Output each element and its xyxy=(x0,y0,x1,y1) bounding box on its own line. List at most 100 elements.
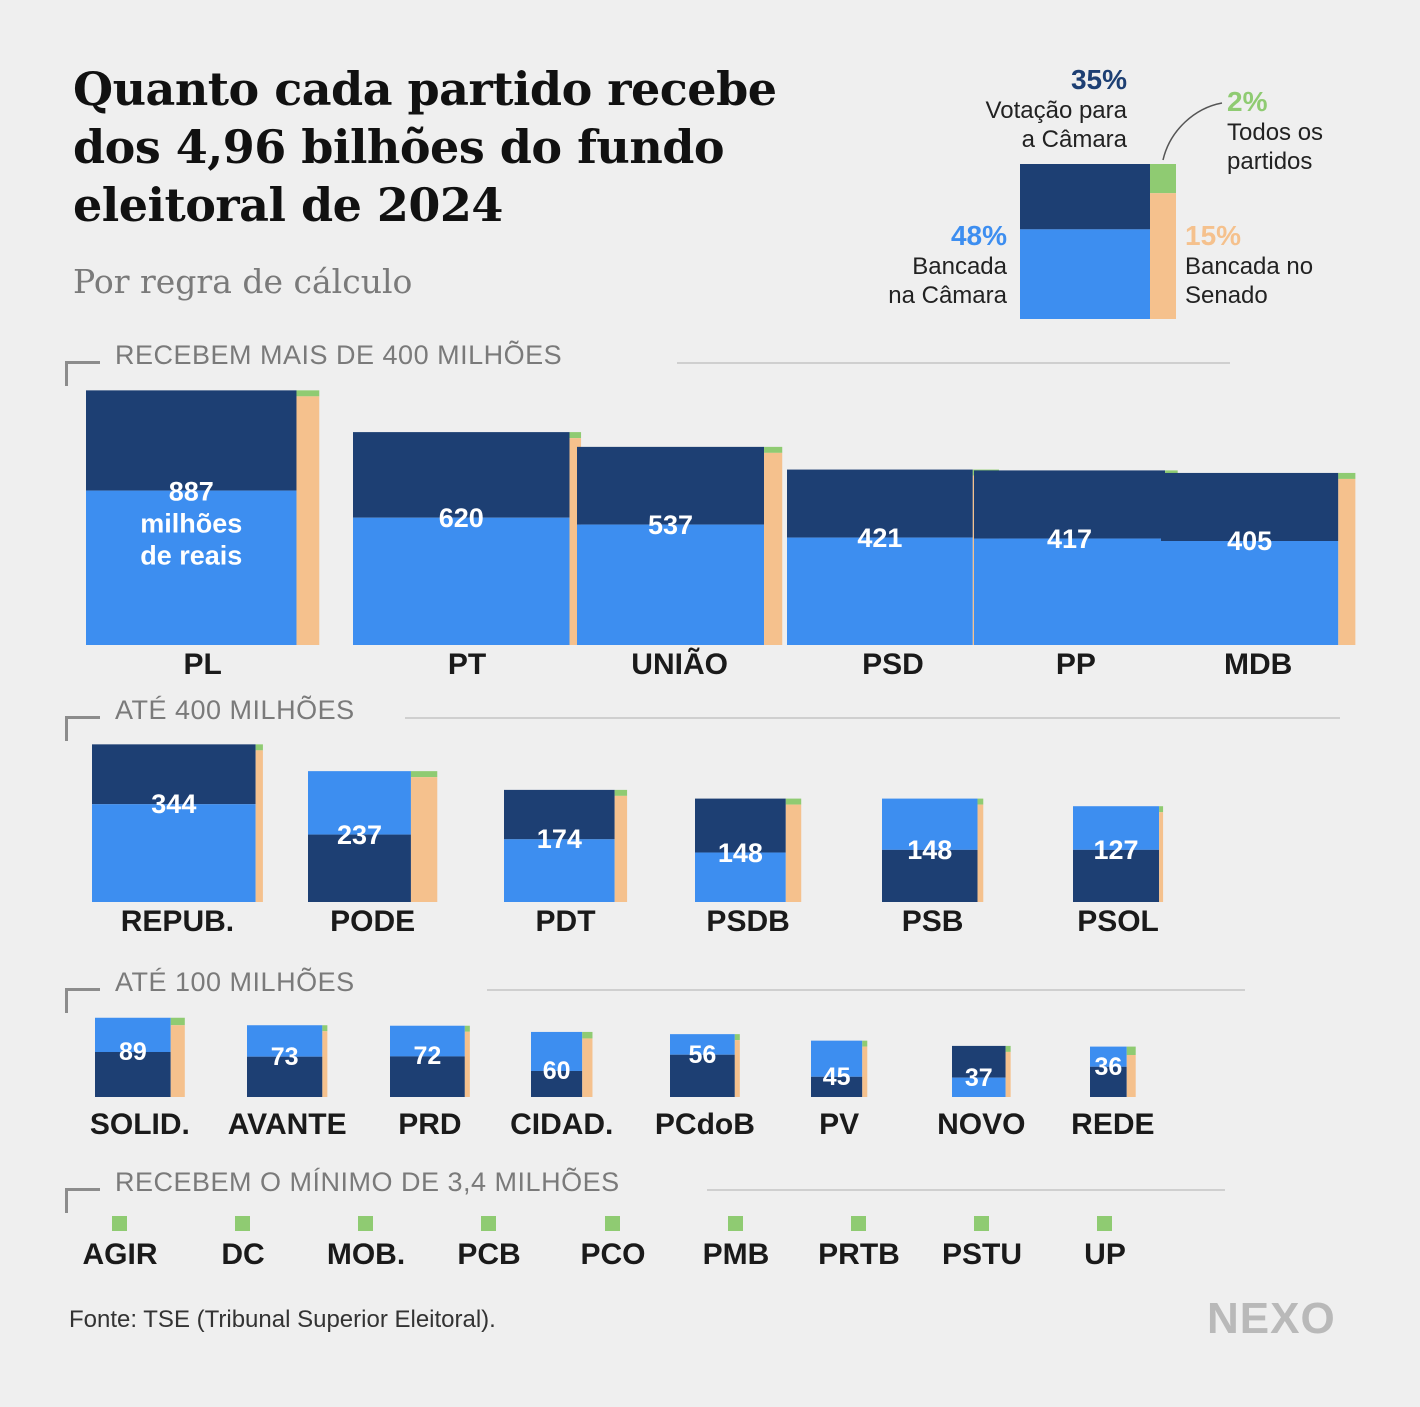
bar-votacao-REPUB. xyxy=(92,744,256,805)
party-label: UNIÃO xyxy=(631,648,728,681)
bar-camara-PL xyxy=(86,490,297,645)
section-header-1: ATÉ 400 MILHÕES xyxy=(115,695,355,725)
bar-todos-SOLID. xyxy=(170,1017,185,1026)
bar-value-number: 237 xyxy=(336,819,382,850)
bar-min-UP xyxy=(1097,1216,1112,1231)
bar-value-number: 36 xyxy=(1094,1052,1123,1081)
bar-senado-CIDAD. xyxy=(582,1038,593,1097)
party-label: NOVO xyxy=(937,1108,1026,1141)
bar-senado-PDT xyxy=(614,795,628,902)
bar-todos-CIDAD. xyxy=(582,1031,593,1039)
party-label: AVANTE xyxy=(227,1108,347,1141)
bar-min-PMB xyxy=(728,1216,743,1231)
bar-camara-PSD xyxy=(787,537,973,645)
bar-senado-REPUB. xyxy=(255,750,263,902)
party-label: PDT xyxy=(535,905,596,938)
bar-value-number: 620 xyxy=(438,502,484,533)
section-rule-0 xyxy=(677,362,1230,364)
party-label: PRD xyxy=(398,1108,462,1141)
bar-camara-PRD xyxy=(390,1025,465,1057)
bar-value-number: 56 xyxy=(688,1040,717,1069)
party-label: PL xyxy=(183,648,222,681)
bar-camara-PSOL xyxy=(1073,806,1160,850)
bar-value-unit-line: de reais xyxy=(140,540,243,571)
bar-votacao-PV xyxy=(811,1076,863,1097)
bar-camara-PCdoB xyxy=(670,1034,735,1055)
legend-senado-line1: Bancada no xyxy=(1185,253,1314,280)
bar-camara-REPUB. xyxy=(92,804,256,902)
bar-value-label: 60 xyxy=(543,1056,571,1086)
party-label: DC xyxy=(221,1238,265,1271)
section-corner-2 xyxy=(65,988,100,1013)
bar-camara-MDB xyxy=(1161,541,1339,645)
party-label: PMB xyxy=(702,1238,770,1271)
party-label: MDB xyxy=(1224,648,1293,681)
bar-min-AGIR xyxy=(112,1216,127,1231)
bar-camara-PP xyxy=(974,538,1166,645)
legend-graphic xyxy=(1020,102,1223,319)
section-header-0: RECEBEM MAIS DE 400 MILHÕES xyxy=(115,340,563,370)
bar-camara-SOLID. xyxy=(95,1017,171,1052)
party-label: PP xyxy=(1055,648,1096,681)
bar-votacao-PCdoB xyxy=(670,1054,735,1097)
bar-min-PCO xyxy=(605,1216,620,1231)
bar-value-number: 148 xyxy=(717,837,763,868)
source-note: Fonte: TSE (Tribunal Superior Eleitoral)… xyxy=(69,1306,496,1333)
party-label: PSOL xyxy=(1077,905,1159,938)
bar-senado-AVANTE xyxy=(322,1031,328,1097)
section-header-3: RECEBEM O MÍNIMO DE 3,4 MILHÕES xyxy=(115,1167,620,1197)
bar-value-number: 73 xyxy=(270,1042,299,1071)
party-label: CIDAD. xyxy=(510,1108,614,1141)
section-rule-1 xyxy=(405,717,1340,719)
section-corner-0 xyxy=(65,361,100,386)
bar-value-label: 56 xyxy=(689,1040,717,1070)
legend-todos-line1: Todos os xyxy=(1227,119,1324,146)
bar-value-label: 174 xyxy=(537,823,582,855)
section-corner-1 xyxy=(65,716,100,741)
bar-votacao-MDB xyxy=(1161,472,1339,542)
bar-votacao-PSD xyxy=(787,469,973,538)
bar-value-label: 89 xyxy=(119,1037,147,1067)
bar-senado-REDE xyxy=(1126,1055,1136,1097)
legend-votacao-text: Votação para a Câmara xyxy=(986,96,1127,154)
legend-senado-text: Bancada no Senado xyxy=(1185,252,1313,310)
bar-todos-PCdoB xyxy=(734,1034,740,1041)
bar-todos-REDE xyxy=(1126,1046,1136,1055)
bar-todos-PT xyxy=(569,432,582,439)
bar-todos-PODE xyxy=(410,771,438,778)
bar-votacao-PDT xyxy=(504,789,615,840)
bar-value-unit-line: milhões xyxy=(140,508,243,539)
bar-todos-PSDB xyxy=(785,798,802,805)
bar-value-label: 37 xyxy=(965,1063,993,1093)
bar-votacao-PL xyxy=(86,390,297,491)
legend-votacao-pct: 35% xyxy=(1070,64,1127,95)
bar-votacao-PSDB xyxy=(695,798,786,853)
legend-senado-line2: Senado xyxy=(1185,282,1268,309)
legend-todos-line2: partidos xyxy=(1227,148,1313,175)
bar-senado-NOVO xyxy=(1005,1051,1011,1097)
legend-todos-pct: 2% xyxy=(1227,86,1268,117)
bar-camara-PV xyxy=(811,1040,863,1077)
page-subtitle: Por regra de cálculo xyxy=(73,262,413,301)
party-label: PSDB xyxy=(706,905,790,938)
bar-value-label: 887 milhões de reais xyxy=(140,475,242,572)
bar-votacao-CIDAD. xyxy=(531,1070,583,1097)
bar-value-number: 421 xyxy=(857,522,903,553)
bar-senado-PRD xyxy=(464,1031,470,1097)
bar-value-label: 344 xyxy=(151,788,196,820)
bar-senado-PCdoB xyxy=(734,1040,740,1097)
bar-camara-NOVO xyxy=(952,1077,1006,1097)
party-label: PCB xyxy=(457,1238,521,1271)
bar-votacao-AVANTE xyxy=(247,1056,323,1097)
party-label: PSD xyxy=(862,648,924,681)
bar-todos-PSOL xyxy=(1159,806,1164,813)
bar-todos-MDB xyxy=(1338,472,1356,479)
bar-camara-CIDAD. xyxy=(531,1031,583,1071)
bar-senado-SOLID. xyxy=(170,1025,185,1097)
bar-todos-PDT xyxy=(614,789,628,796)
party-label: PCdoB xyxy=(654,1108,755,1141)
bar-value-number: 344 xyxy=(151,789,197,820)
legend-todos-text: Todos os partidos xyxy=(1227,118,1323,176)
bar-value-label: 537 xyxy=(648,508,693,540)
